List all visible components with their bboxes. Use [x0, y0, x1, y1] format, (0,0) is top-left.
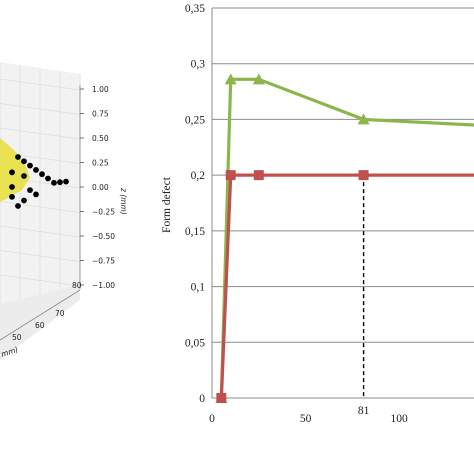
x-tick-label: 100	[391, 413, 409, 425]
scatter-3d-panel: 1.00 0.75 0.50 0.25 0.00 −0.25 −0.50 −0.75 −1.00…	[0, 62, 128, 360]
surface-blob	[0, 138, 30, 202]
scatter-point	[9, 184, 15, 190]
z-tick-label: −1.00	[92, 281, 115, 290]
marker-square	[358, 170, 369, 181]
z-tick-label: 0.25	[92, 159, 109, 168]
grid-line-h	[0, 201, 81, 213]
scatter-point	[33, 167, 39, 173]
z-tick-label: 1.00	[92, 85, 109, 94]
x-axis-ticks: 80 70 60 50	[0, 281, 82, 342]
scatter-point	[21, 197, 27, 204]
x-tick-label: 60	[35, 321, 45, 330]
y-tick-label: 0,25	[185, 114, 205, 126]
scatter-point	[51, 179, 57, 186]
z-axis-ticks: 1.00 0.75 0.50 0.25 0.00 −0.25 −0.50 −0.75 −1.00	[79, 85, 115, 290]
x-tick-label: 0	[209, 413, 215, 425]
scatter-point	[45, 175, 51, 182]
floor	[0, 284, 80, 360]
marker-triangle	[224, 73, 237, 85]
x-axis-spine	[0, 289, 81, 341]
scatter-point	[63, 178, 69, 185]
grid-line-h	[0, 274, 81, 287]
scatter-point	[9, 193, 15, 200]
y-tick-label: 0,1	[191, 282, 206, 294]
x-tick-label: 80	[72, 281, 82, 290]
scatter-point	[27, 187, 33, 194]
y-tick-label: 0,15	[185, 226, 205, 238]
z-tick-label: 0.50	[92, 134, 109, 143]
grid-line-h	[0, 78, 81, 91]
marker-square	[253, 170, 264, 181]
z-tick-label: −0.50	[92, 232, 115, 241]
marker-triangle	[357, 113, 370, 125]
scatter-point	[21, 158, 27, 165]
scatter-point	[33, 191, 39, 198]
annotation-label: 81	[358, 405, 370, 417]
scatter-point	[9, 169, 15, 176]
y-axis-tick-labels: 0 0,05 0,1 0,15 0,2 0,25 0,3 0,35	[185, 3, 205, 405]
marker-square	[225, 170, 236, 181]
annotation-81: 81	[358, 175, 370, 417]
scatter-point	[27, 162, 33, 169]
marker-square	[216, 393, 227, 403]
marker-triangle	[252, 73, 265, 85]
series-line-0	[219, 77, 474, 399]
x-tick-label: 50	[300, 413, 312, 425]
z-axis-label: z (mm)	[119, 187, 128, 215]
grid-line-h	[0, 127, 81, 140]
x-tick-label: 50	[12, 333, 22, 342]
grid-line-h	[0, 103, 81, 115]
z-tick-label: 0.00	[92, 183, 109, 192]
x-tick-label: 70	[55, 309, 65, 318]
scatter-point	[15, 154, 21, 160]
scatter-points	[0, 138, 69, 209]
x-axis-tick-labels: 0 50 100	[209, 413, 408, 425]
y-tick-label: 0,2	[191, 170, 206, 182]
scatter-point	[39, 171, 45, 178]
z-tick-label: −0.25	[92, 208, 115, 217]
y-tick-label: 0,05	[185, 337, 205, 349]
z-tick-label: −0.75	[92, 257, 115, 266]
y-tick-label: 0,3	[191, 59, 206, 71]
scatter-point	[15, 203, 21, 209]
series-layer	[215, 73, 474, 403]
grid-line-h	[0, 225, 81, 238]
line-chart-panel: 0 0,05 0,1 0,15 0,2 0,25 0,3 0,35 0 50 100 81 For…	[161, 3, 474, 425]
y-axis-label: Form defect	[161, 176, 173, 233]
z-tick-label: 0.75	[92, 110, 109, 119]
y-tick-label: 0,35	[185, 3, 205, 15]
scatter-point	[21, 173, 27, 179]
grid-line-h	[0, 250, 81, 262]
horizontal-gridlines	[211, 7, 474, 399]
y-tick-label: 0	[199, 393, 205, 405]
scatter-point	[57, 179, 63, 186]
